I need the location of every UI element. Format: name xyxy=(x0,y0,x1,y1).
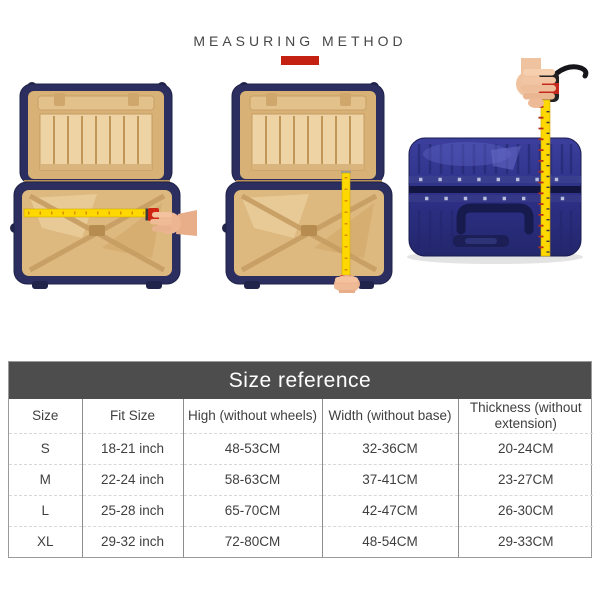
size-table: Size Fit Size High (without wheels) Widt… xyxy=(9,399,593,557)
cell-size: M xyxy=(9,464,82,496)
size-table-header-row: Size Fit Size High (without wheels) Widt… xyxy=(9,399,593,434)
cell-fit-size: 29-32 inch xyxy=(81,526,183,557)
cell-thickness: 23-27CM xyxy=(457,464,593,496)
column-header-size: Size xyxy=(32,408,59,424)
closed-suitcase-height-tape-icon xyxy=(407,58,589,264)
cell-high: 48-53CM xyxy=(182,433,322,465)
cell-high: 65-70CM xyxy=(182,495,322,527)
open-suitcase-vertical-tape-icon xyxy=(222,82,393,293)
cell-width: 37-41CM xyxy=(321,464,458,496)
size-table-title: Size reference xyxy=(9,362,591,399)
cell-width: 42-47CM xyxy=(321,495,458,527)
column-header-fit-size: Fit Size xyxy=(81,399,183,434)
open-suitcase-horizontal-tape-icon xyxy=(10,82,197,289)
measuring-photos-row xyxy=(10,58,589,293)
cell-size: S xyxy=(9,433,82,465)
cell-fit-size: 25-28 inch xyxy=(81,495,183,527)
cell-width: 48-54CM xyxy=(321,526,458,557)
column-header-thickness: Thickness (without extension) xyxy=(457,399,593,434)
column-header-width: Width (without base) xyxy=(321,399,458,434)
size-reference-table: Size reference Size Fit Size High (witho… xyxy=(8,361,593,558)
page-title: MEASURING METHOD xyxy=(193,33,407,49)
table-row-l: L 25-28 inch 65-70CM 42-47CM 26-30CM xyxy=(9,495,593,527)
cell-high: 72-80CM xyxy=(182,526,322,557)
cell-width: 32-36CM xyxy=(321,433,458,465)
cell-fit-size: 22-24 inch xyxy=(81,464,183,496)
column-header-high: High (without wheels) xyxy=(182,399,322,434)
cell-thickness: 20-24CM xyxy=(457,433,593,465)
cell-size: XL xyxy=(9,526,82,557)
cell-thickness: 26-30CM xyxy=(457,495,593,527)
cell-high: 58-63CM xyxy=(182,464,322,496)
table-row-m: M 22-24 inch 58-63CM 37-41CM 23-27CM xyxy=(9,464,593,496)
table-row-xl: XL 29-32 inch 72-80CM 48-54CM 29-33CM xyxy=(9,526,593,557)
table-row-s: S 18-21 inch 48-53CM 32-36CM 20-24CM xyxy=(9,433,593,465)
cell-fit-size: 18-21 inch xyxy=(81,433,183,465)
cell-size: L xyxy=(9,495,82,527)
section-header: MEASURING METHOD xyxy=(0,33,600,65)
cell-thickness: 29-33CM xyxy=(457,526,593,557)
title-accent-bar xyxy=(281,56,319,65)
